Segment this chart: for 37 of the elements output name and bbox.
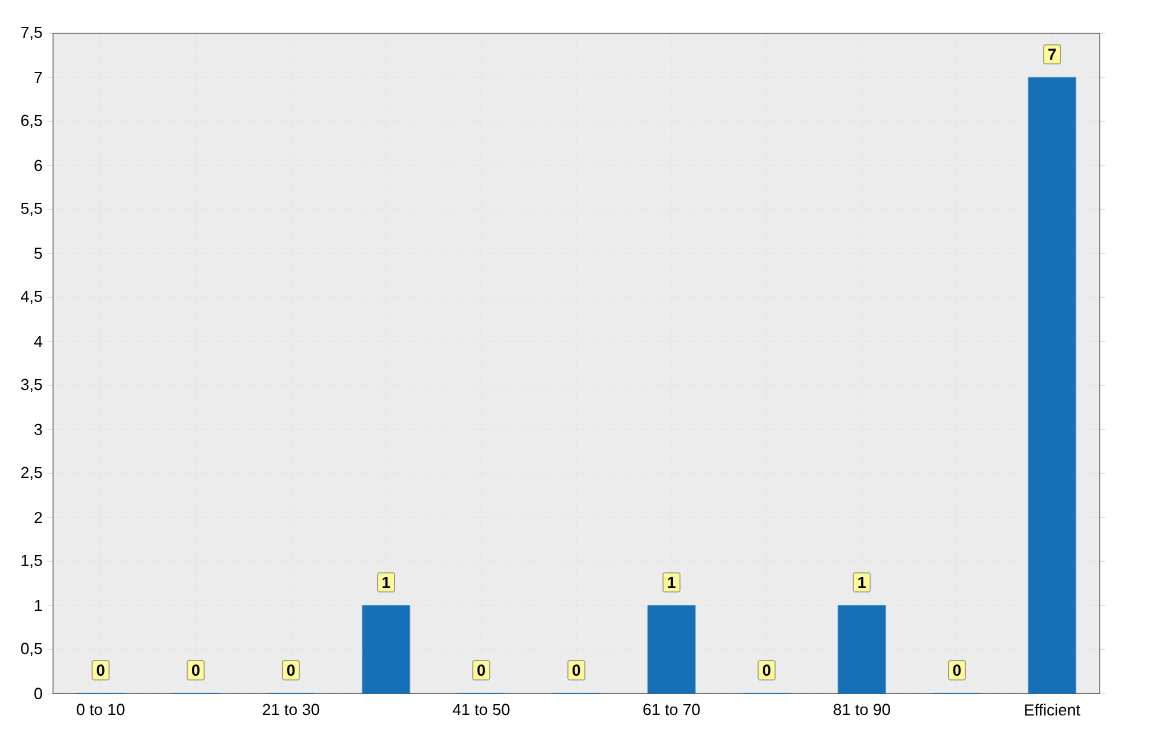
y-tick-label: 0,5	[21, 642, 42, 656]
y-tick-label: 6,5	[21, 114, 42, 128]
y-tick-label: 4	[34, 335, 43, 347]
y-tick-label: 0	[34, 687, 43, 700]
data-label: 0	[477, 664, 485, 676]
x-tick-label: Efficient	[1025, 703, 1081, 716]
data-label: 1	[858, 576, 866, 588]
data-label: 0	[191, 664, 200, 676]
data-label: 0	[96, 664, 105, 676]
y-tick-label: 3	[34, 423, 42, 436]
y-tick-label: 7	[34, 71, 42, 83]
data-label: 1	[382, 576, 391, 588]
data-label: 7	[1048, 48, 1056, 60]
y-tick-label: 2,5	[21, 466, 42, 480]
data-label: 1	[668, 576, 676, 588]
y-tick-label: 1,5	[21, 554, 42, 568]
y-tick-label: 5,5	[21, 202, 42, 216]
bar	[837, 605, 886, 694]
y-tick-label: 2	[34, 511, 42, 523]
x-tick-label: 81 to 90	[833, 703, 891, 716]
data-label: 0	[953, 664, 961, 676]
y-tick-label: 7,5	[21, 26, 42, 40]
y-tick-label: 1	[34, 599, 42, 611]
x-tick-label: 41 to 50	[452, 703, 510, 716]
bar	[647, 605, 696, 694]
y-tick-label: 6	[34, 159, 42, 171]
data-label: 0	[287, 664, 295, 676]
x-tick-label: 21 to 30	[262, 703, 320, 716]
data-label: 0	[762, 664, 771, 676]
y-tick-label: 4,5	[20, 290, 42, 304]
y-tick-label: 3,5	[21, 378, 42, 392]
x-tick-label: 0 to 10	[76, 703, 125, 716]
bar	[1028, 77, 1077, 694]
y-tick-label: 5	[34, 247, 42, 259]
x-tick-label: 61 to 70	[643, 703, 700, 716]
data-label: 0	[572, 664, 581, 676]
bar	[362, 605, 411, 694]
